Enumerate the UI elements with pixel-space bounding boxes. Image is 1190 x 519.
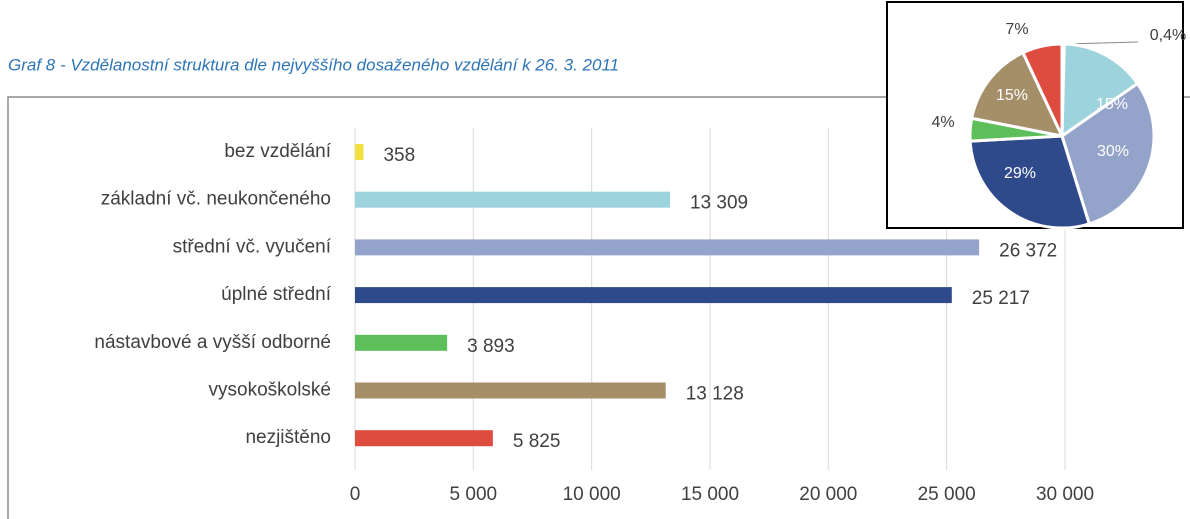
value-label: 13 309 <box>690 193 748 214</box>
x-tick-label: 10 000 <box>563 484 621 505</box>
value-label: 3 893 <box>467 336 515 357</box>
y-tick-label: vysokoškolské <box>209 380 332 401</box>
bar <box>355 430 493 447</box>
y-tick-label: bez vzdělání <box>224 141 331 162</box>
value-label: 26 372 <box>999 240 1057 261</box>
bar <box>355 287 952 304</box>
leader-line <box>1065 41 1139 45</box>
pie-slice <box>968 134 1092 230</box>
x-tick-label: 5 000 <box>450 484 498 505</box>
y-tick-label: střední vč. vyučení <box>173 236 332 257</box>
y-tick-label: nástavbové a vyšší odborné <box>94 332 331 353</box>
pie-chart: 0,4% 15% 30% 29% 4% 15% 7% <box>886 1 1186 230</box>
slice-label: 30% <box>1097 143 1129 160</box>
x-tick-label: 25 000 <box>918 484 976 505</box>
bar-chart: 0 5 000 10 000 15 000 20 000 25 000 30 000 bez … <box>94 128 1094 505</box>
bar <box>355 382 666 399</box>
value-label: 13 128 <box>686 384 744 405</box>
bar <box>355 191 670 208</box>
x-tick-label: 20 000 <box>799 484 857 505</box>
pie-slice <box>1020 42 1064 137</box>
slice-label: 4% <box>931 114 954 131</box>
x-tick-label: 0 <box>350 484 361 505</box>
slice-label: 29% <box>1004 165 1036 182</box>
x-tick-label: 30 000 <box>1036 484 1094 505</box>
pie-slice <box>1060 42 1140 139</box>
value-label: 5 825 <box>513 431 561 452</box>
bar <box>355 334 448 351</box>
pie-slice <box>1060 81 1156 226</box>
slice-label: 15% <box>1096 96 1128 113</box>
y-tick-label: základní vč. neukončeného <box>101 189 331 210</box>
slice-label: 7% <box>1005 21 1028 38</box>
value-label: 25 217 <box>972 288 1030 309</box>
value-label: 358 <box>383 145 415 166</box>
bar <box>355 239 980 256</box>
chart-title: Graf 8 - Vzdělanostní struktura dle nejv… <box>8 55 619 74</box>
chart-frame <box>7 96 1190 519</box>
slice-label: 15% <box>996 87 1028 104</box>
y-tick-label: úplné střední <box>221 284 332 305</box>
y-tick-label: nezjištěno <box>245 427 331 448</box>
pie-slice <box>969 50 1065 139</box>
bar <box>355 144 364 160</box>
slice-label: 0,4% <box>1150 27 1186 44</box>
x-tick-label: 15 000 <box>681 484 739 505</box>
